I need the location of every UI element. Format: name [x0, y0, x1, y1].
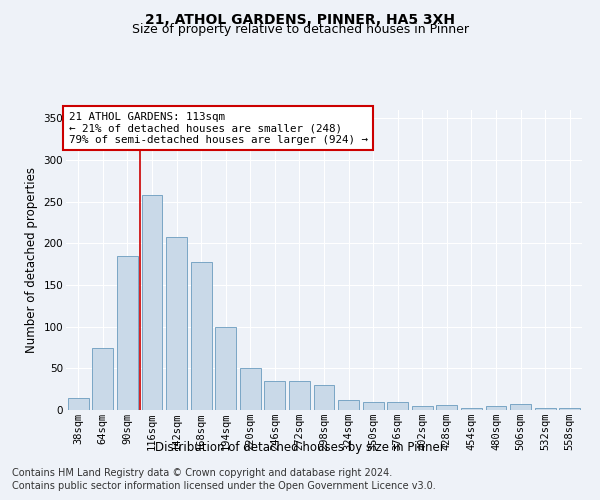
- Bar: [412, 406, 433, 410]
- Bar: [436, 405, 457, 410]
- Bar: [265, 381, 286, 410]
- Bar: [338, 400, 359, 410]
- Bar: [535, 408, 556, 410]
- Bar: [362, 402, 383, 410]
- Bar: [240, 368, 261, 410]
- Bar: [559, 408, 580, 410]
- Bar: [191, 262, 212, 410]
- Bar: [92, 348, 113, 410]
- Y-axis label: Number of detached properties: Number of detached properties: [25, 167, 38, 353]
- Bar: [461, 408, 482, 410]
- Bar: [142, 195, 163, 410]
- Bar: [387, 402, 408, 410]
- Text: Size of property relative to detached houses in Pinner: Size of property relative to detached ho…: [131, 22, 469, 36]
- Text: 21 ATHOL GARDENS: 113sqm
← 21% of detached houses are smaller (248)
79% of semi-: 21 ATHOL GARDENS: 113sqm ← 21% of detach…: [68, 112, 368, 144]
- Text: 21, ATHOL GARDENS, PINNER, HA5 3XH: 21, ATHOL GARDENS, PINNER, HA5 3XH: [145, 12, 455, 26]
- Bar: [485, 406, 506, 410]
- Bar: [166, 236, 187, 410]
- Bar: [289, 381, 310, 410]
- Bar: [215, 326, 236, 410]
- Text: Contains HM Land Registry data © Crown copyright and database right 2024.: Contains HM Land Registry data © Crown c…: [12, 468, 392, 477]
- Bar: [117, 256, 138, 410]
- Bar: [314, 385, 334, 410]
- Text: Contains public sector information licensed under the Open Government Licence v3: Contains public sector information licen…: [12, 481, 436, 491]
- Bar: [68, 398, 89, 410]
- Bar: [510, 404, 531, 410]
- Text: Distribution of detached houses by size in Pinner: Distribution of detached houses by size …: [155, 441, 445, 454]
